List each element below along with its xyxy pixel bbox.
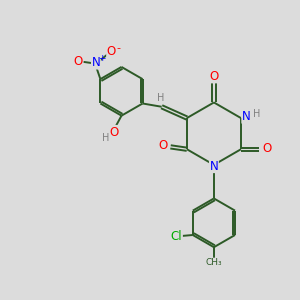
Text: H: H (253, 110, 260, 119)
Text: -: - (116, 43, 120, 52)
Text: O: O (74, 56, 83, 68)
Text: O: O (158, 139, 167, 152)
Text: CH₃: CH₃ (206, 258, 222, 267)
Text: N: N (209, 160, 218, 172)
Text: H: H (157, 93, 165, 103)
Text: O: O (110, 125, 119, 139)
Text: O: O (209, 70, 218, 83)
Text: Cl: Cl (171, 230, 182, 243)
Text: O: O (262, 142, 272, 155)
Text: N: N (242, 110, 251, 123)
Text: +: + (98, 54, 106, 63)
Text: H: H (102, 133, 110, 143)
Text: O: O (107, 45, 116, 58)
Text: N: N (92, 56, 100, 69)
